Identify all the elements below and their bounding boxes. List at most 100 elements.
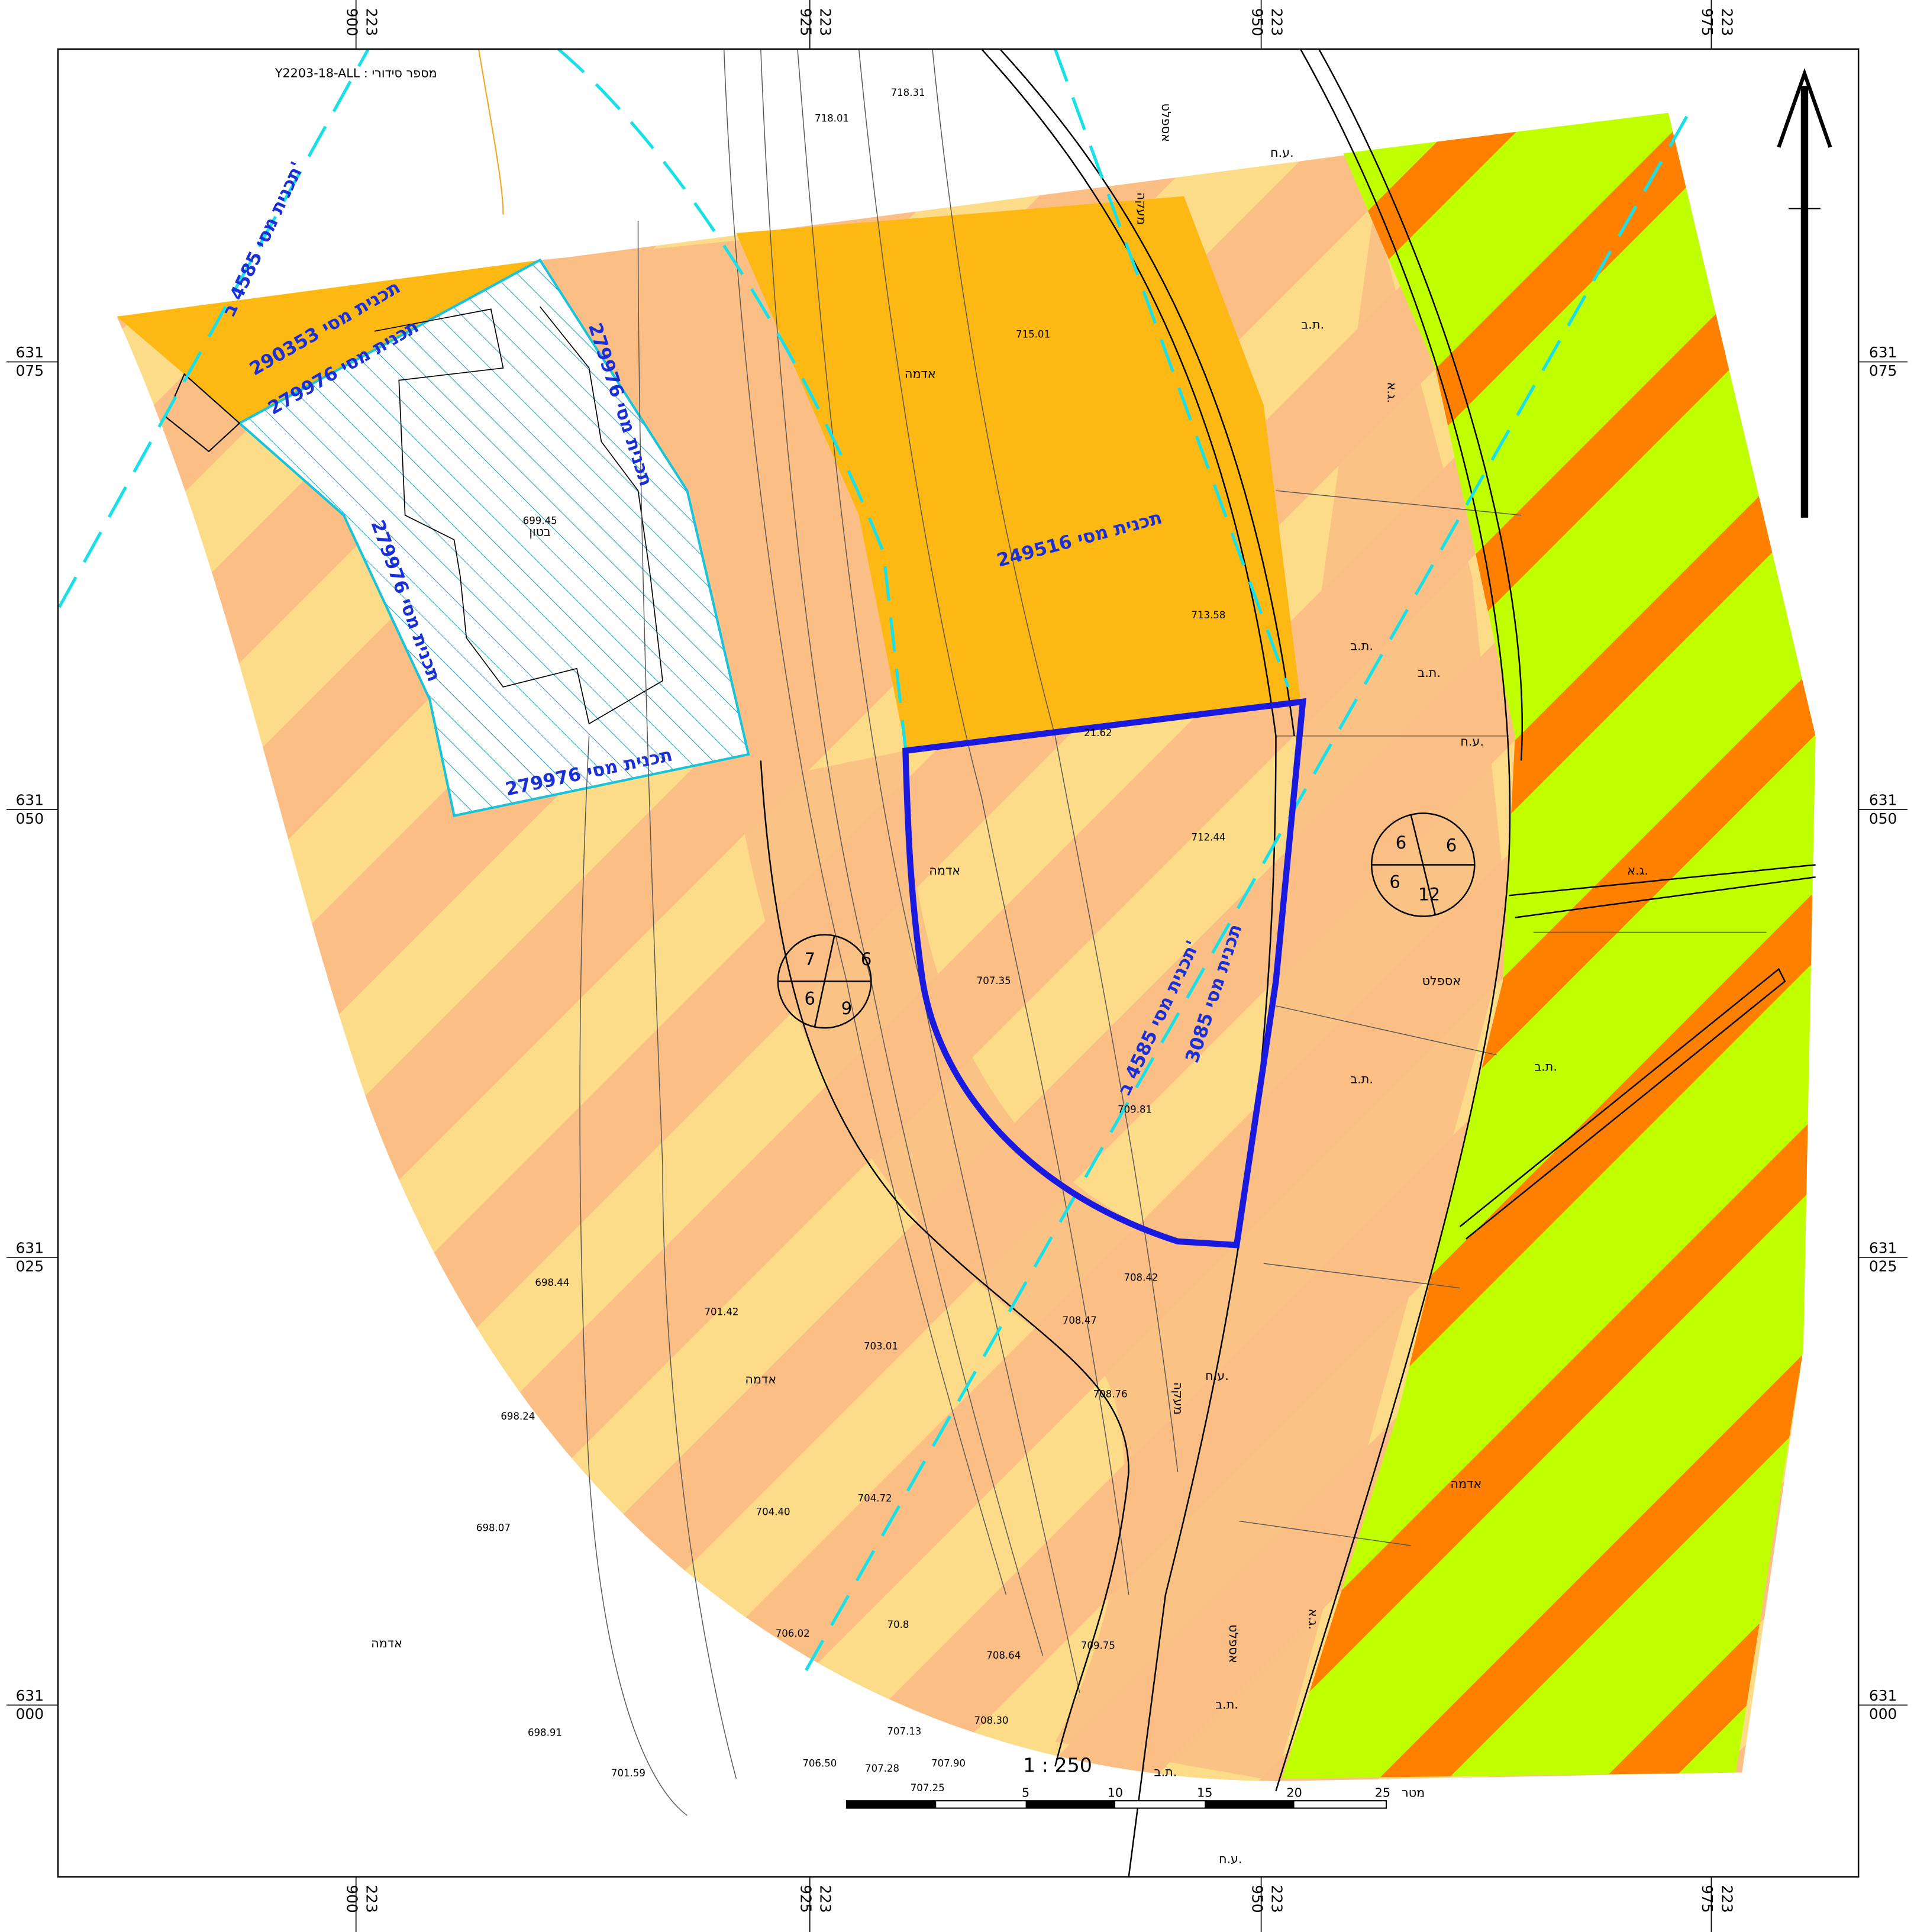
roads [760, 49, 1816, 1877]
grid-label: 050 [16, 810, 44, 827]
parcel-number: 6 [1446, 835, 1457, 855]
grid-label: 025 [1869, 1257, 1897, 1275]
area-label: ת.ב. [1215, 1697, 1238, 1711]
grid-label: 631 [1869, 1239, 1897, 1256]
elevation: 701.59 [611, 1767, 645, 1779]
scale-label: 25 [1375, 1786, 1390, 1800]
area-label: אדמה [929, 863, 960, 878]
elevation: 707.28 [865, 1763, 899, 1774]
grid-label: 000 [16, 1705, 44, 1723]
contours [579, 49, 1767, 1816]
area-label: אספלט [1226, 1624, 1241, 1663]
serial: מספר סידורי : Y2203-18-ALL [275, 66, 437, 80]
elevation: 703.01 [864, 1341, 898, 1352]
grid-label: 975 [1699, 8, 1716, 36]
grid-label: 223 [817, 8, 834, 36]
elevation: 713.58 [1191, 609, 1225, 621]
boundary-line [478, 49, 504, 215]
grid-label: 925 [797, 1885, 814, 1912]
plan-area [736, 196, 1300, 749]
grid-label: 075 [16, 362, 44, 379]
scale-label: 20 [1286, 1786, 1302, 1800]
scale-bar [845, 1800, 1387, 1809]
grid-label: 000 [1869, 1705, 1897, 1723]
area-label: מעקה [1134, 192, 1148, 225]
elevation: 708.42 [1124, 1272, 1158, 1283]
parcel-number: 6 [805, 989, 815, 1009]
elevation: 709.81 [1118, 1104, 1152, 1115]
scale-unit: מטר [1402, 1786, 1425, 1800]
elevation: 707.35 [977, 975, 1011, 986]
area-label: ת.ב. [1301, 317, 1324, 331]
elevation: 698.07 [476, 1522, 511, 1533]
elevation: 708.30 [974, 1715, 1009, 1726]
elevation: 698.24 [501, 1411, 535, 1422]
elevation: 701.42 [704, 1307, 738, 1318]
plan-area-hatched [237, 258, 750, 818]
scale-label: 15 [1197, 1786, 1212, 1800]
elevation: 718.01 [815, 113, 849, 124]
grid-label: 900 [343, 8, 360, 36]
parcel-number: 6 [861, 949, 872, 969]
grid-label: 631 [1869, 1687, 1897, 1704]
frame [57, 48, 1860, 1878]
grid-label: 025 [16, 1257, 44, 1275]
area-label: אדמה [745, 1372, 776, 1386]
grid-label: 223 [1718, 1885, 1735, 1912]
grid-label: 631 [16, 1687, 44, 1704]
plan-boundaries [57, 47, 1689, 1675]
grid-label: 950 [1248, 1885, 1266, 1912]
parcel-circles [777, 812, 1476, 1029]
grid-label: 631 [16, 1239, 44, 1256]
grid-label: 975 [1699, 1885, 1716, 1912]
elevation: 707.90 [931, 1757, 966, 1769]
area-green [1282, 112, 1816, 1779]
grid-label: 631 [1869, 344, 1897, 361]
plan-area [117, 260, 540, 424]
grid-label: 631 [16, 792, 44, 809]
parcel-number: 7 [805, 949, 815, 969]
elevation: 698.91 [528, 1727, 562, 1739]
scale-label: 5 [1022, 1786, 1029, 1800]
scale-ratio: 1 : 250 [1023, 1754, 1092, 1777]
area-label: ג.א. [1627, 863, 1648, 878]
elevation: 708.47 [1063, 1315, 1097, 1326]
elevation: 708.64 [986, 1650, 1021, 1661]
area-label: ע.ח. [1219, 1852, 1242, 1866]
area-label: ת.ב. [1350, 638, 1373, 653]
elevation: 715.01 [1016, 328, 1050, 340]
elevation: 706.50 [802, 1757, 837, 1769]
elevation: 707.25 [911, 1782, 945, 1794]
elevation: 708.76 [1093, 1389, 1128, 1400]
area-label: אדמה [1450, 1476, 1482, 1491]
plan-outline [902, 698, 1306, 1249]
elevation: 712.44 [1191, 831, 1225, 843]
area-label: ת.ב. [1534, 1060, 1557, 1074]
area-orange [736, 208, 1509, 1782]
elevation: 70.8 [887, 1619, 909, 1630]
grid-label: 223 [1718, 8, 1735, 36]
area-label: ג.א. [1306, 1609, 1321, 1630]
elevation: 21.62 [1084, 727, 1112, 738]
area-label: ת.ב. [1154, 1765, 1177, 1779]
grid-label: 050 [1869, 810, 1897, 827]
elevation: 704.40 [756, 1507, 790, 1518]
grid-label: 223 [363, 8, 380, 36]
elevation: 718.31 [891, 87, 925, 98]
elevation: 704.72 [858, 1493, 892, 1504]
parcel-number: 6 [1389, 872, 1400, 892]
area-label: אדמה [905, 366, 936, 380]
area-label: אדמה [371, 1636, 402, 1650]
grid-label: 223 [1268, 1885, 1285, 1912]
grid-label: 075 [1869, 362, 1897, 379]
grid-label: 631 [16, 344, 44, 361]
area-label: ת.ב. [1350, 1072, 1373, 1086]
grid-label: 950 [1248, 8, 1266, 36]
grid-label: 223 [1268, 8, 1285, 36]
parcel-number: 6 [1396, 833, 1406, 853]
elevation: 706.02 [776, 1628, 810, 1639]
area-label: ע.ח. [1205, 1369, 1229, 1383]
area-label: מעקה [1171, 1382, 1186, 1415]
grid-label: 223 [363, 1885, 380, 1912]
